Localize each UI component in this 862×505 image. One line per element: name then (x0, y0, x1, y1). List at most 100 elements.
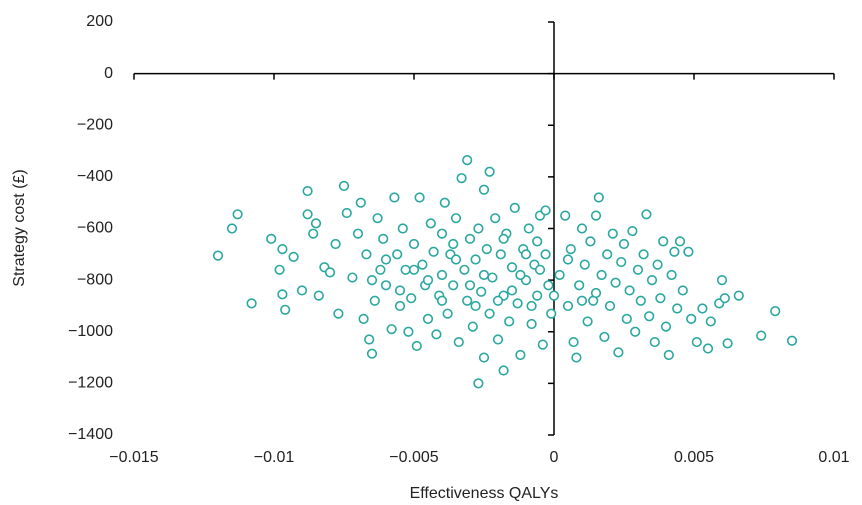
point (464, 233, 476, 244)
point (686, 313, 697, 324)
point (515, 349, 526, 361)
point (613, 347, 624, 358)
point (484, 166, 495, 177)
x-tick-label: 0 (550, 449, 559, 466)
point (397, 223, 408, 234)
point (347, 272, 358, 283)
point (523, 223, 534, 234)
point (308, 228, 319, 239)
point (607, 228, 618, 239)
point (414, 192, 425, 203)
point (330, 238, 341, 250)
point (652, 259, 663, 270)
point (212, 250, 224, 261)
point (450, 213, 462, 224)
point (394, 285, 406, 296)
point (470, 254, 481, 265)
y-tick-label: −1000 (68, 323, 113, 340)
point (459, 264, 470, 275)
point (450, 254, 462, 265)
point (464, 280, 476, 291)
point (574, 280, 585, 291)
point (719, 293, 730, 304)
point (590, 287, 602, 299)
point (635, 295, 646, 306)
point (582, 316, 593, 327)
y-tick-label: 200 (86, 13, 113, 30)
point (478, 184, 490, 195)
point (226, 223, 238, 234)
point (618, 238, 630, 250)
point (366, 348, 378, 359)
point (338, 180, 350, 192)
point (361, 249, 372, 260)
point (630, 326, 641, 337)
point (442, 308, 453, 319)
point (610, 277, 621, 288)
y-tick-label: 0 (104, 65, 113, 82)
point (509, 202, 520, 213)
point (660, 321, 672, 332)
x-tick-label: 0.005 (674, 449, 714, 466)
point (436, 228, 448, 239)
point (526, 300, 537, 312)
point (624, 285, 635, 296)
point (504, 316, 515, 327)
point (495, 249, 506, 260)
y-tick-label: −1400 (68, 426, 113, 443)
point (568, 336, 579, 348)
point (554, 269, 565, 281)
point (400, 264, 411, 275)
point (366, 275, 378, 286)
point (562, 254, 574, 265)
point (669, 246, 680, 257)
point (520, 249, 532, 260)
point (296, 285, 308, 296)
point (512, 298, 523, 309)
point (649, 336, 660, 348)
point (562, 300, 574, 312)
point (579, 259, 590, 270)
point (498, 233, 509, 244)
point (786, 335, 798, 346)
point (394, 300, 406, 312)
point (470, 300, 481, 312)
point (705, 316, 716, 327)
point (596, 269, 607, 281)
point (532, 236, 543, 247)
x-tick-label: −0.005 (389, 449, 438, 466)
point (733, 290, 744, 301)
point (380, 280, 392, 291)
point (310, 218, 322, 229)
point (358, 313, 369, 324)
point (487, 272, 498, 283)
x-tick-label: 0.01 (818, 449, 849, 466)
y-axis-title: Strategy cost (£) (11, 169, 28, 286)
point (302, 209, 313, 220)
point (364, 334, 375, 345)
y-tick-label: −400 (77, 168, 113, 185)
point (632, 264, 644, 275)
y-tick-label: −1200 (68, 375, 113, 392)
point (540, 249, 551, 260)
point (484, 308, 495, 319)
point (672, 303, 683, 314)
point (467, 321, 478, 332)
point (655, 293, 666, 304)
point (543, 280, 554, 291)
point (478, 269, 490, 281)
point (481, 244, 492, 255)
point (770, 306, 781, 317)
point (756, 330, 767, 341)
point (576, 295, 588, 306)
point (599, 331, 610, 343)
point (417, 259, 428, 270)
point (436, 269, 448, 281)
point (302, 185, 313, 197)
point (453, 336, 464, 348)
point (585, 236, 596, 247)
point (408, 238, 420, 250)
point (232, 209, 243, 220)
